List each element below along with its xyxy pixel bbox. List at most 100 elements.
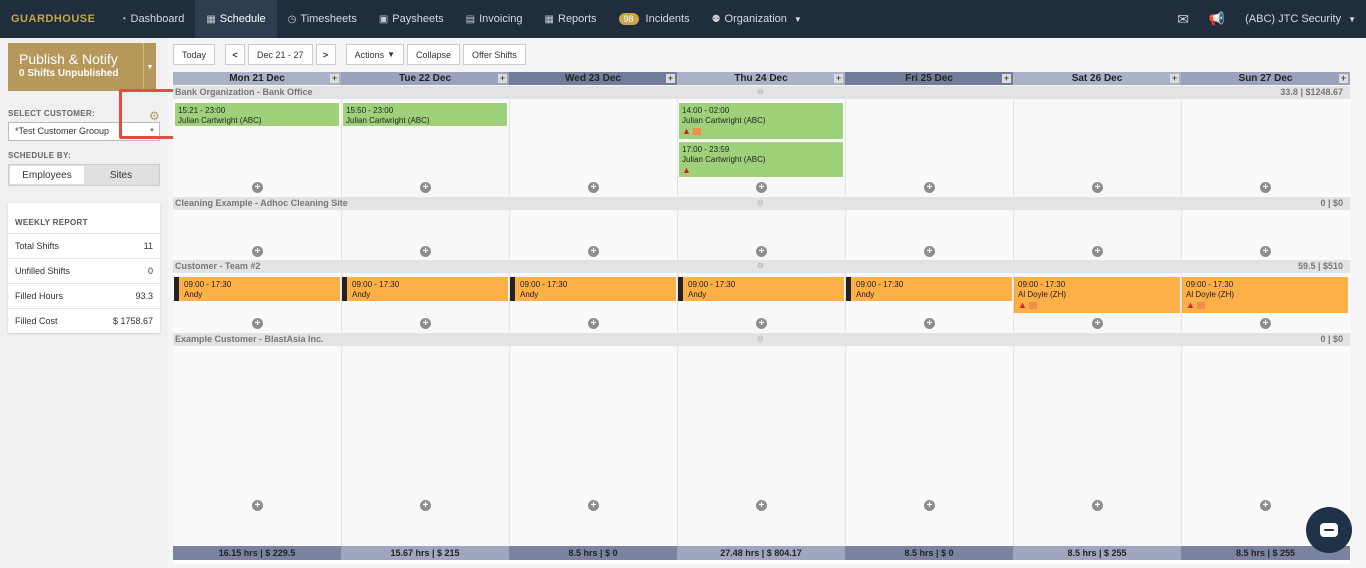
collapse-icon[interactable]: ⊖ [757,87,764,96]
shift-card[interactable]: 09:00 - 17:30 Andy [846,277,1012,301]
add-shift-button[interactable]: + [1092,500,1103,511]
nav-right: ✉ 📢 (ABC) JTC Security ▼ [1167,0,1366,38]
nav-invoicing[interactable]: ▤ Invoicing [455,0,534,38]
shift-card[interactable]: 09:00 - 17:30 Andy [510,277,676,301]
add-shift-button[interactable]: + [924,318,935,329]
site-group-header[interactable]: Customer - Team #2 ⊖ 59.5 | $510 [173,260,1350,273]
add-shift-button[interactable]: + [756,318,767,329]
add-shift-button[interactable]: + [756,500,767,511]
report-row: Filled Cost $ 1758.67 [8,308,160,333]
add-shift-button[interactable]: + [924,246,935,257]
nav-incidents[interactable]: 98 Incidents [608,0,701,38]
next-week-button[interactable]: > [315,44,336,65]
nav-organization[interactable]: ⚉ Organization ▼ [701,0,813,38]
add-shift-button[interactable]: + [1260,318,1271,329]
report-row: Total Shifts 11 [8,233,160,258]
clock-icon: ◷ [287,13,297,25]
shift-employee: Andy [856,290,875,299]
add-shift-button[interactable]: + [588,182,599,193]
shift-card[interactable]: 15:50 - 23:00 Julian Cartwright (ABC) [342,102,508,127]
day-header-label: Sat 26 Dec [1071,73,1123,84]
warning-icon: ▲ [682,126,691,136]
publish-notify-button[interactable]: Publish & Notify 0 Shifts Unpublished [8,43,143,91]
add-shift-button[interactable]: + [588,318,599,329]
shift-employee: Andy [184,290,203,299]
messages-button[interactable]: ✉ [1167,0,1199,38]
publish-dropdown-toggle[interactable]: ▼ [143,43,156,91]
add-shift-button[interactable]: + [756,182,767,193]
offer-shifts-button[interactable]: Offer Shifts [463,44,526,65]
schedule-toolbar: Today < Dec 21 - 27 > Actions ▼ Collapse … [173,44,526,65]
shift-card[interactable]: 09:00 - 17:30 Al Doyle (ZH) ▲ [1014,277,1180,313]
shift-employee: Al Doyle (ZH) [1018,290,1067,299]
day-column [509,85,677,546]
add-shift-button[interactable]: + [252,318,263,329]
expand-icon[interactable]: + [1170,73,1179,83]
site-group-header[interactable]: Bank Organization - Bank Office ⊖ 33.8 |… [173,86,1350,99]
today-button[interactable]: Today [173,44,216,65]
add-shift-button[interactable]: + [1092,246,1103,257]
shift-time: 09:00 - 17:30 [688,280,736,289]
toggle-sites[interactable]: Sites [109,169,133,181]
nav-reports[interactable]: ▦ Reports [534,0,608,38]
add-shift-button[interactable]: + [588,246,599,257]
add-shift-button[interactable]: + [420,500,431,511]
shift-employee: Andy [520,290,539,299]
prev-week-button[interactable]: < [225,44,246,65]
add-shift-button[interactable]: + [420,182,431,193]
nav-paysheets[interactable]: ▣ Paysheets [368,0,455,38]
shift-card[interactable]: 09:00 - 17:30 Andy [342,277,508,301]
collapse-icon[interactable]: ⊖ [757,261,764,270]
expand-icon[interactable]: + [1339,73,1348,83]
site-group-header[interactable]: Example Customer - BlastAsia Inc. ⊖ 0 | … [173,333,1350,346]
account-menu[interactable]: (ABC) JTC Security ▼ [1235,0,1366,38]
nav-schedule[interactable]: ▦ Schedule [195,0,277,38]
report-value: 93.3 [135,291,153,301]
add-shift-button[interactable]: + [1092,318,1103,329]
shift-card[interactable]: 17:00 - 23:59 Julian Cartwright (ABC) ▲ [678,141,844,178]
expand-icon[interactable]: + [834,73,843,83]
expand-icon[interactable]: + [498,73,507,83]
shift-card[interactable]: 14:00 - 02:00 Julian Cartwright (ABC) ▲ [678,102,844,140]
nav-incidents-label: Incidents [645,13,690,25]
announcements-button[interactable]: 📢 [1199,0,1235,38]
shift-card[interactable]: 09:00 - 17:30 Andy [174,277,340,301]
collapse-button[interactable]: Collapse [407,44,461,65]
collapse-icon[interactable]: ⊖ [757,198,764,207]
add-shift-button[interactable]: + [252,246,263,257]
shift-employee: Julian Cartwright (ABC) [346,116,430,125]
gear-icon[interactable]: ⚙ [149,109,160,123]
add-shift-button[interactable]: + [1260,246,1271,257]
expand-icon[interactable]: + [666,73,675,83]
shift-card[interactable]: 09:00 - 17:30 Andy [678,277,844,301]
collapse-icon[interactable]: ⊖ [757,334,764,343]
brand-logo[interactable]: GUARDHOUSE [11,13,96,25]
publish-subtitle: 0 Shifts Unpublished [19,68,119,79]
nav-timesheets[interactable]: ◷ Timesheets [277,0,368,38]
add-shift-button[interactable]: + [252,182,263,193]
add-shift-button[interactable]: + [588,500,599,511]
expand-icon[interactable]: + [1002,73,1011,83]
chat-launcher-button[interactable] [1306,507,1352,553]
add-shift-button[interactable]: + [924,500,935,511]
shift-card[interactable]: 09:00 - 17:30 Al Doyle (ZH) ▲ [1182,277,1348,313]
expand-icon[interactable]: + [330,73,339,83]
add-shift-button[interactable]: + [420,246,431,257]
date-range-button[interactable]: Dec 21 - 27 [248,44,313,65]
add-shift-button[interactable]: + [1260,182,1271,193]
site-group-total: 0 | $0 [1320,334,1343,344]
day-header-label: Mon 21 Dec [229,73,285,84]
site-group-total: 0 | $0 [1320,198,1343,208]
actions-dropdown[interactable]: Actions ▼ [345,44,404,65]
toggle-employees[interactable]: Employees [10,166,84,184]
shift-card[interactable]: 15:21 - 23:00 Julian Cartwright (ABC) [174,102,340,127]
site-group-header[interactable]: Cleaning Example - Adhoc Cleaning Site ⊖… [173,197,1350,210]
day-total: 16.15 hrs | $ 229.5 [173,546,341,560]
add-shift-button[interactable]: + [252,500,263,511]
add-shift-button[interactable]: + [420,318,431,329]
add-shift-button[interactable]: + [924,182,935,193]
add-shift-button[interactable]: + [1260,500,1271,511]
add-shift-button[interactable]: + [756,246,767,257]
nav-dashboard[interactable]: ◔ Dashboard [109,0,195,38]
add-shift-button[interactable]: + [1092,182,1103,193]
